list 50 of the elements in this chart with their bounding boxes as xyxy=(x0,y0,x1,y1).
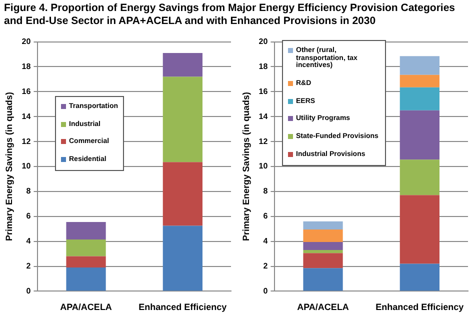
y-axis-title: Primary Energy Savings (in quads) xyxy=(4,92,14,242)
y-tick-label: 6 xyxy=(26,212,32,221)
y-tick-label: 14 xyxy=(22,112,32,121)
y-tick-label: 0 xyxy=(26,286,32,296)
x-tick-label: Enhanced Efficiency xyxy=(376,302,464,312)
y-tick-label: 20 xyxy=(258,37,268,46)
x-tick-label: Enhanced Efficiency xyxy=(138,302,227,312)
y-tick-label: 2 xyxy=(263,261,268,270)
bar xyxy=(400,264,440,291)
bar xyxy=(66,256,106,268)
y-tick-label: 4 xyxy=(263,236,268,246)
y-tick-label: 8 xyxy=(263,186,268,196)
x-tick-label: APA/ACELA xyxy=(297,302,350,312)
y-tick-label: 0 xyxy=(263,286,268,296)
y-tick-label: 16 xyxy=(258,86,268,96)
y-tick-label: 10 xyxy=(258,162,268,171)
y-tick-label: 18 xyxy=(258,62,268,71)
y-axis-title: Primary Energy Savings (in quads) xyxy=(240,92,251,242)
bar xyxy=(400,160,440,196)
bar xyxy=(162,76,202,162)
y-tick-label: 2 xyxy=(26,261,32,270)
bar xyxy=(400,195,440,264)
y-tick-label: 6 xyxy=(263,212,268,221)
y-tick-label: 16 xyxy=(22,86,32,96)
bar xyxy=(400,110,440,160)
bar xyxy=(400,56,440,75)
y-tick-label: 12 xyxy=(258,136,268,146)
y-tick-label: 14 xyxy=(258,112,268,121)
bar xyxy=(303,221,343,230)
bar xyxy=(400,87,440,110)
bar xyxy=(303,268,343,291)
bar xyxy=(303,253,343,268)
y-tick-label: 12 xyxy=(22,136,32,146)
bar xyxy=(66,222,106,240)
y-tick-label: 20 xyxy=(22,37,32,46)
bar xyxy=(303,242,343,250)
bar xyxy=(400,74,440,88)
y-tick-label: 4 xyxy=(26,236,32,246)
bar xyxy=(162,226,202,291)
bar xyxy=(303,229,343,242)
bar xyxy=(66,239,106,256)
y-tick-label: 8 xyxy=(26,186,32,196)
x-tick-label: APA/ACELA xyxy=(60,302,112,312)
bar xyxy=(162,162,202,226)
y-tick-label: 10 xyxy=(22,162,32,171)
bar xyxy=(162,53,202,77)
chart-title: Figure 4. Proportion of Energy Savings from Major Energy Efficiency Provision Categories and End-Use Sector in APA+ACELA and with Enhanced Provisions in 2030 xyxy=(3,1,456,29)
bar xyxy=(303,250,343,254)
bar xyxy=(66,268,106,291)
y-tick-label: 18 xyxy=(22,62,32,71)
